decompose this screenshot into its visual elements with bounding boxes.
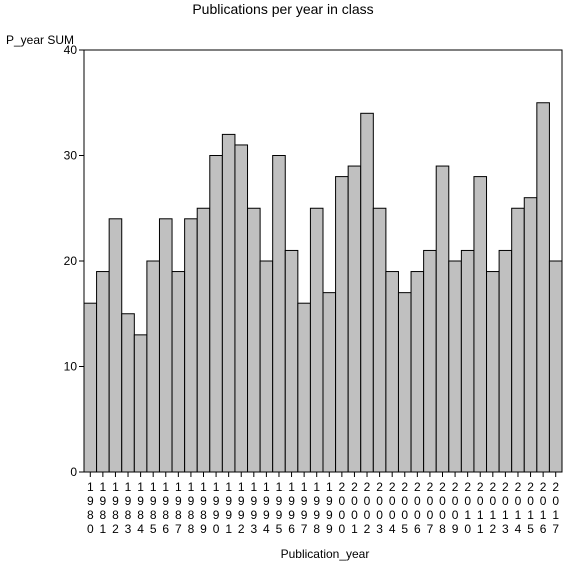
x-axis: 1 9 8 0 1 9 8 1 1 9 8 2 1 9 8 3 1 9 8 4 1 9 8 5 1 9 8 6 1 9 8 7 1 9 8 8 1 9 8 9… [87, 472, 559, 536]
bar-2003 [372, 207, 387, 473]
bar-1992 [234, 144, 249, 473]
chart-title: Publications per year in class [192, 1, 373, 17]
x-axis-label: Publication_year [281, 547, 370, 561]
bar-1998 [309, 207, 324, 473]
bar-1993 [247, 207, 261, 473]
bar-1997 [297, 302, 311, 473]
bar-2014 [511, 207, 525, 473]
bar-1986 [158, 218, 173, 473]
bar-1984 [133, 334, 148, 473]
bar-2009 [448, 260, 462, 473]
bar-2013 [498, 249, 513, 473]
y-tick-label: 30 [64, 149, 78, 163]
bar-2000 [335, 176, 349, 473]
bar-1994 [259, 260, 274, 473]
y-tick-label: 0 [70, 465, 77, 479]
bar-2012 [486, 271, 500, 473]
bar-2015 [523, 197, 538, 473]
bar-2010 [460, 249, 475, 473]
bar-2004 [385, 271, 399, 473]
bar-1991 [221, 133, 236, 473]
bar-2002 [360, 112, 374, 473]
bar-1985 [146, 260, 160, 473]
bar-1982 [108, 218, 123, 473]
bar-1999 [322, 292, 337, 473]
y-tick-label: 10 [64, 360, 78, 374]
bar-2001 [347, 165, 362, 473]
bar-1988 [184, 218, 198, 473]
bar-1981 [96, 271, 110, 473]
bar-1989 [196, 207, 211, 473]
bar-1987 [171, 271, 186, 473]
bar-2008 [435, 165, 450, 473]
y-axis: 0 10 20 30 40 [64, 43, 84, 479]
bar-2007 [423, 249, 437, 473]
bar-2005 [397, 292, 412, 473]
bar-1995 [272, 155, 286, 473]
bar-2016 [536, 102, 550, 473]
bar-1990 [209, 155, 223, 473]
bar-2006 [410, 271, 425, 473]
bar-1983 [121, 313, 135, 473]
y-tick-label: 20 [64, 254, 78, 268]
bar-1980 [83, 302, 98, 473]
y-axis-label: P_year SUM [6, 33, 74, 47]
bar-1996 [284, 249, 299, 473]
bar-2017 [548, 260, 563, 473]
bar-2011 [473, 176, 488, 473]
y-tick-label: 40 [64, 43, 78, 57]
plot-frame [83, 49, 563, 473]
bars-group [83, 102, 563, 473]
